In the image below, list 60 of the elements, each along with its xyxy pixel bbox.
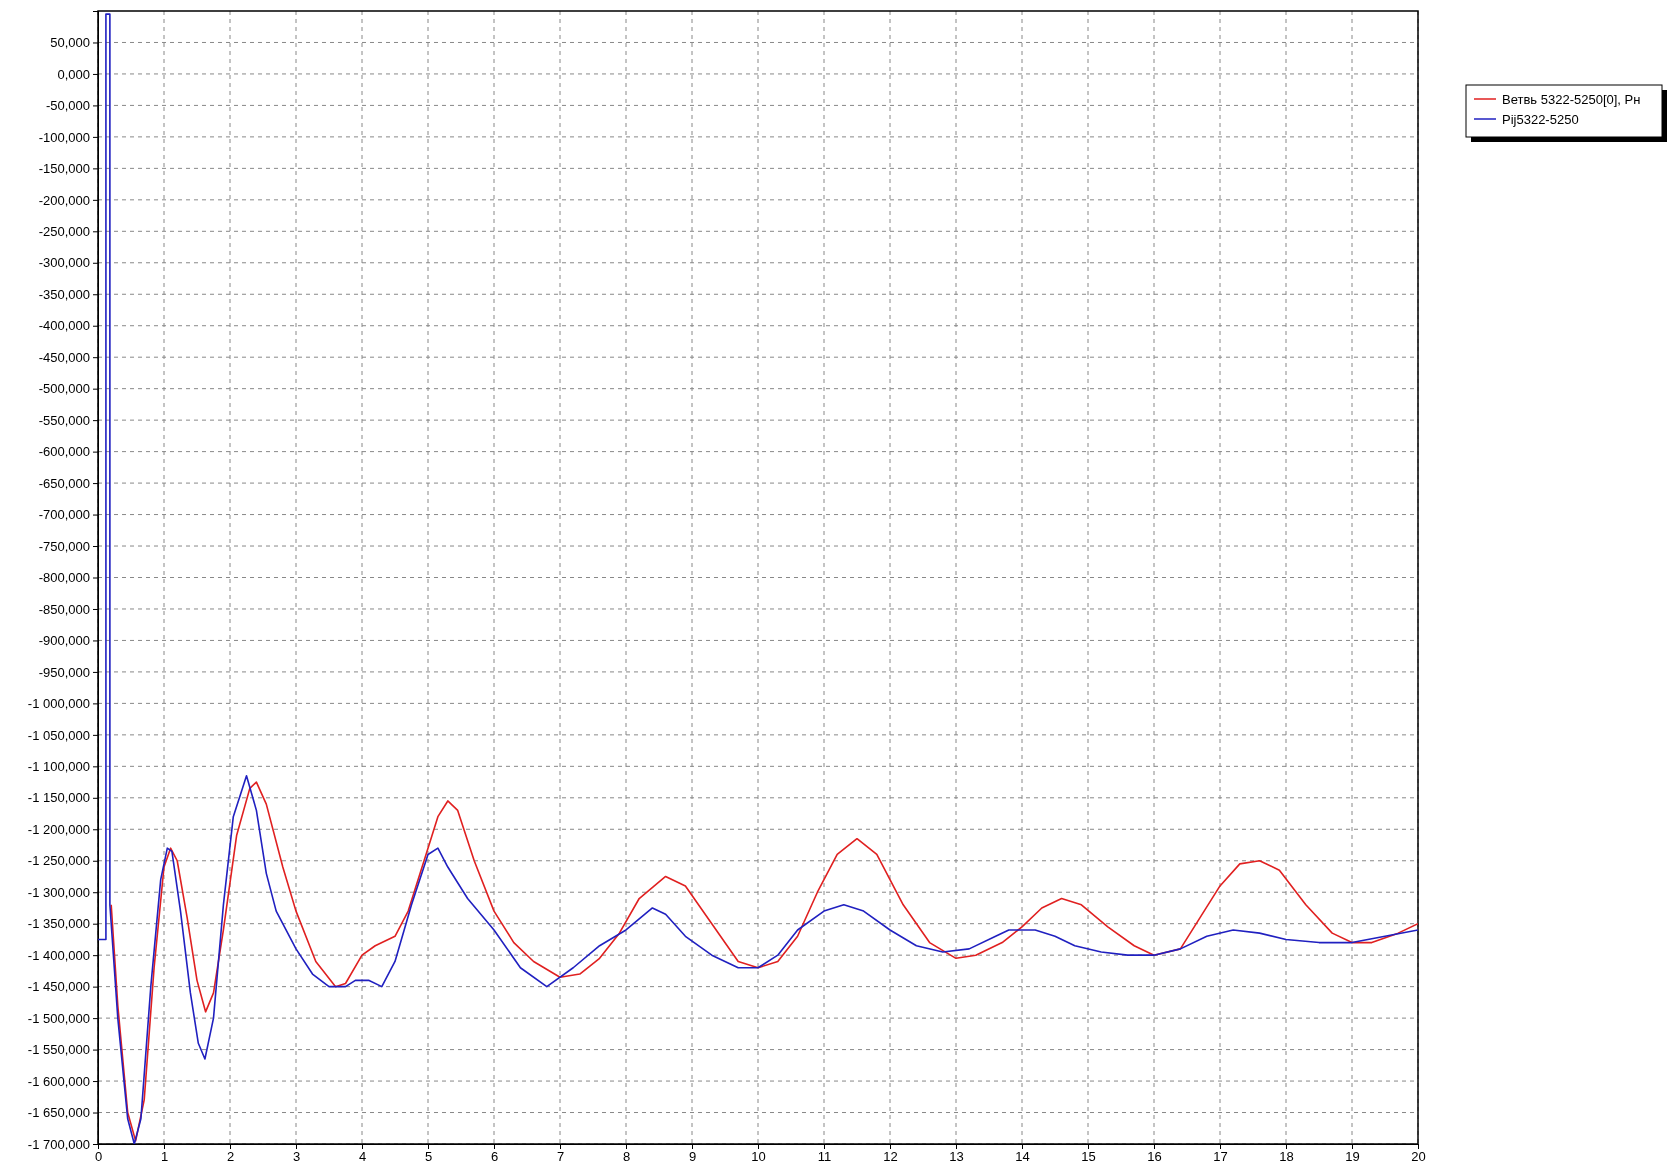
x-tick-label: 12 (883, 1149, 898, 1165)
y-tick-label: -200,000 (38, 192, 90, 208)
y-tick-label: -950,000 (38, 664, 90, 680)
y-tick-label: -850,000 (38, 601, 90, 617)
y-tick-label: -1 650,000 (27, 1105, 90, 1121)
x-tick-label: 4 (358, 1149, 367, 1165)
x-tick-label: 14 (1015, 1149, 1030, 1165)
x-tick-label: 7 (556, 1149, 565, 1165)
legend-label: Pij5322-5250 (1502, 112, 1579, 127)
x-tick-label: 6 (490, 1149, 499, 1165)
y-tick-label: -150,000 (38, 161, 90, 177)
y-tick-label: -250,000 (38, 223, 90, 239)
x-tick-label: 2 (226, 1149, 235, 1165)
x-tick-label: 3 (292, 1149, 301, 1165)
y-tick-label: -1 300,000 (27, 884, 90, 900)
y-tick-label: -50,000 (45, 98, 90, 114)
y-tick-label: -1 000,000 (27, 696, 90, 712)
x-tick-label: 20 (1411, 1149, 1426, 1165)
x-tick-label: 19 (1345, 1149, 1360, 1165)
x-tick-label: 11 (817, 1149, 832, 1165)
x-tick-label: 0 (94, 1149, 103, 1165)
y-tick-label: -450,000 (38, 349, 90, 365)
y-tick-label: -800,000 (38, 570, 90, 586)
x-tick-label: 8 (622, 1149, 631, 1165)
y-tick-label: -1 200,000 (27, 821, 90, 837)
legend-label: Ветвь 5322-5250[0], Рн (1502, 92, 1641, 107)
y-tick-label: -1 600,000 (27, 1073, 90, 1089)
y-tick-label: 50,000 (50, 35, 90, 51)
y-tick-label: -700,000 (38, 507, 90, 523)
y-tick-label: -1 500,000 (27, 1010, 90, 1026)
x-tick-label: 10 (751, 1149, 766, 1165)
x-tick-label: 17 (1213, 1149, 1228, 1165)
y-tick-label: -750,000 (38, 538, 90, 554)
y-tick-label: 0,000 (57, 66, 90, 82)
y-tick-label: -1 100,000 (27, 758, 90, 774)
x-tick-label: 1 (160, 1149, 169, 1165)
x-tick-label: 16 (1147, 1149, 1162, 1165)
y-tick-label: -100,000 (38, 129, 90, 145)
y-tick-label: -1 350,000 (27, 916, 90, 932)
y-tick-label: -400,000 (38, 318, 90, 334)
y-tick-label: -650,000 (38, 475, 90, 491)
y-tick-label: -350,000 (38, 286, 90, 302)
y-tick-label: -1 550,000 (27, 1042, 90, 1058)
y-tick-label: -1 450,000 (27, 979, 90, 995)
y-tick-label: -1 700,000 (27, 1136, 90, 1152)
x-tick-label: 5 (424, 1149, 433, 1165)
x-tick-label: 13 (949, 1149, 964, 1165)
x-tick-label: 18 (1279, 1149, 1294, 1165)
y-tick-label: -500,000 (38, 381, 90, 397)
y-tick-label: -550,000 (38, 412, 90, 428)
x-tick-label: 15 (1081, 1149, 1096, 1165)
y-tick-label: -900,000 (38, 633, 90, 649)
x-tick-label: 9 (688, 1149, 697, 1165)
y-tick-label: -600,000 (38, 444, 90, 460)
y-tick-label: -1 400,000 (27, 947, 90, 963)
y-tick-label: -1 250,000 (27, 853, 90, 869)
y-tick-label: -1 050,000 (27, 727, 90, 743)
y-tick-label: -1 150,000 (27, 790, 90, 806)
y-tick-label: -300,000 (38, 255, 90, 271)
line-series (110, 781, 1418, 1142)
